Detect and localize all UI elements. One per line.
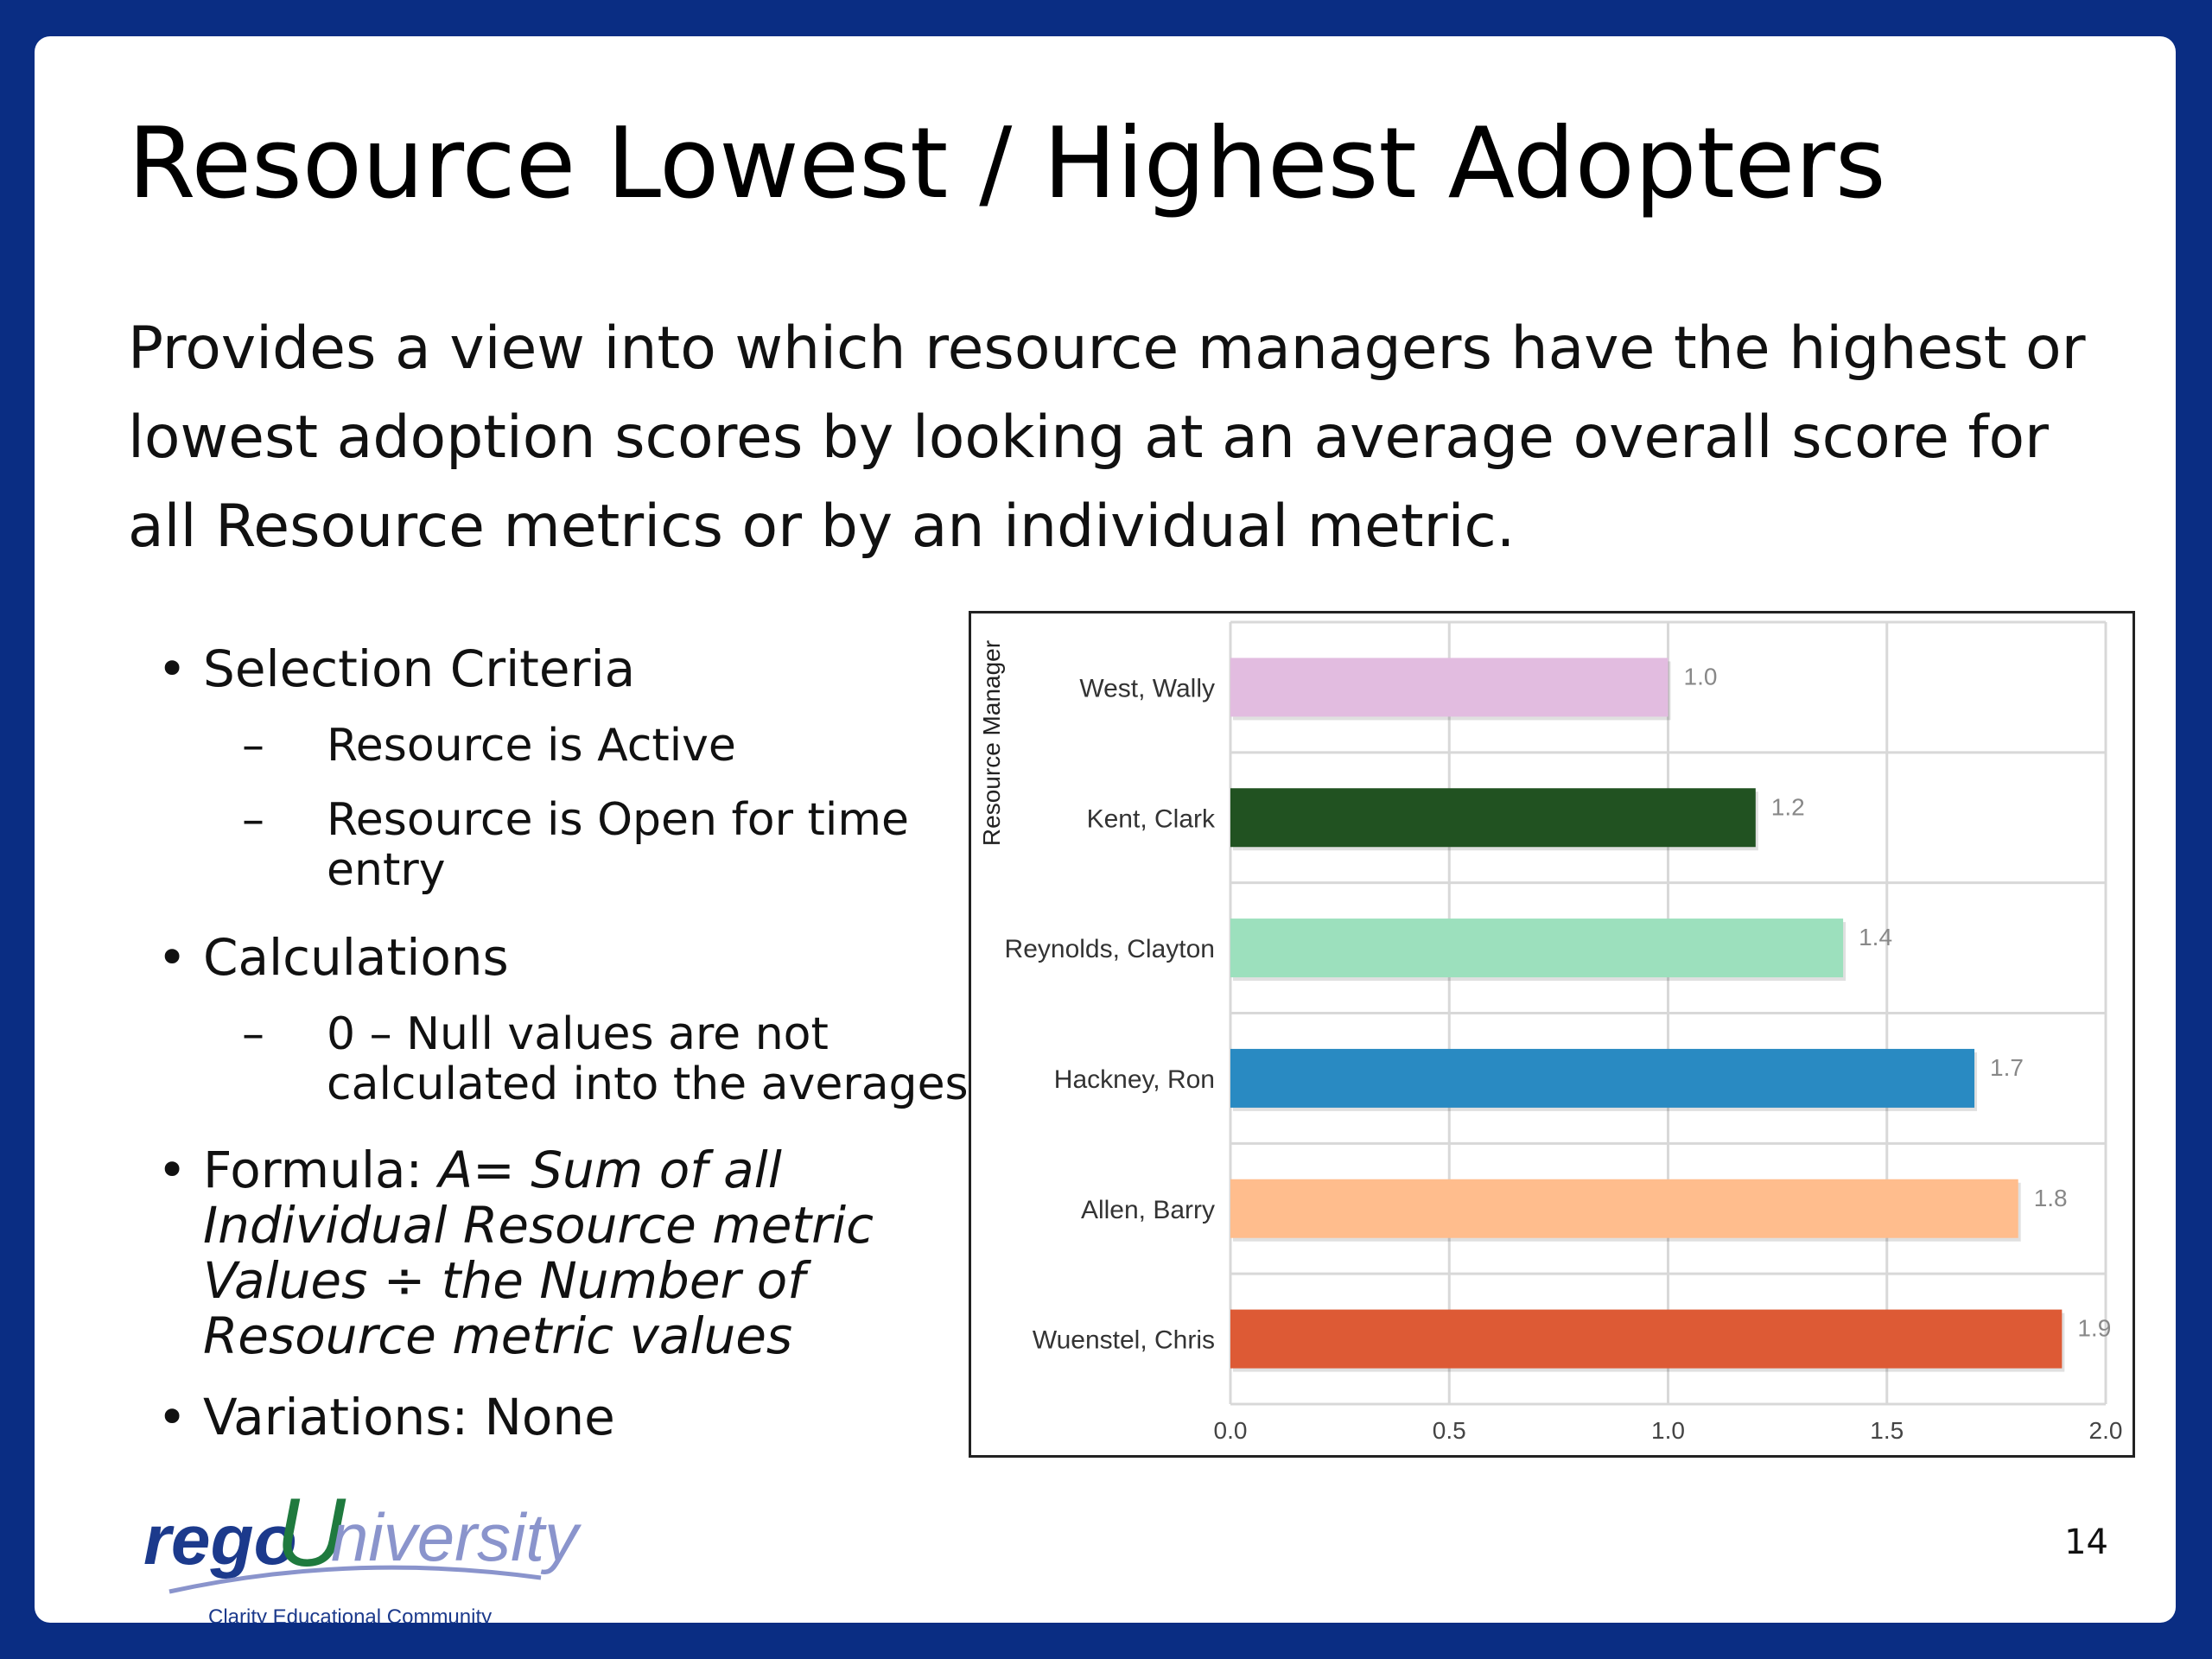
bullet-selection-criteria: Selection Criteria Resource is Active Re… — [128, 641, 975, 895]
bar-value-label: 1.9 — [2077, 1315, 2111, 1342]
formula-prefix: Formula: — [203, 1141, 439, 1199]
x-tick-label: 0.0 — [1214, 1417, 1248, 1444]
bar — [1230, 658, 1669, 716]
bullet-label: Selection Criteria — [203, 639, 635, 698]
sub-bullet-null-values: 0 – Null values are not calculated into … — [128, 1009, 975, 1109]
x-tick-label: 0.5 — [1433, 1417, 1466, 1444]
bar — [1230, 918, 1843, 977]
logo-tagline: Clarity Educational Community — [208, 1605, 492, 1623]
bullet-list: Selection Criteria Resource is Active Re… — [128, 641, 975, 1445]
slide-intro: Provides a view into which resource mana… — [128, 304, 2115, 571]
bar — [1230, 788, 1756, 847]
x-tick-label: 1.0 — [1651, 1417, 1685, 1444]
bullet-variations: Variations: None — [128, 1389, 975, 1445]
slide-title: Resource Lowest / Highest Adopters — [128, 105, 2029, 223]
sub-bullet-list: Resource is Active Resource is Open for … — [203, 721, 975, 895]
bar-chart: 1.0 West, Wally 1.2 Kent, Clark 1.4 Reynolds,… — [969, 611, 2135, 1458]
bar — [1230, 1049, 1974, 1108]
category-label: Kent, Clark — [1087, 804, 1216, 833]
bar-value-label: 1.4 — [1859, 924, 1892, 950]
x-tick-label: 1.5 — [1870, 1417, 1904, 1444]
category-label: Reynolds, Clayton — [1005, 935, 1215, 963]
bullet-label: Calculations — [203, 928, 509, 987]
bar-value-label: 1.0 — [1684, 663, 1718, 690]
category-label: Allen, Barry — [1081, 1196, 1215, 1224]
bar-value-label: 1.8 — [2034, 1185, 2068, 1211]
category-label: Hackney, Ron — [1054, 1065, 1215, 1094]
slide: Resource Lowest / Highest Adopters Provi… — [35, 36, 2176, 1623]
bullet-formula: Formula: A= Sum of all Individual Resour… — [128, 1142, 975, 1363]
sub-bullet-resource-open: Resource is Open for time entry — [128, 795, 975, 895]
bullet-calculations: Calculations 0 – Null values are not cal… — [128, 930, 975, 1109]
logo-niversity-text: niversity — [331, 1499, 582, 1575]
category-label: Wuenstel, Chris — [1033, 1326, 1215, 1355]
rego-university-logo: rego U niversity Clarity Educational Com… — [109, 1455, 593, 1623]
logo-rego-text: rego — [143, 1501, 297, 1580]
page-number: 14 — [2039, 1522, 2108, 1562]
y-axis-title: Resource Manager — [978, 640, 1005, 846]
bar — [1230, 1179, 2018, 1238]
sub-bullet-list: 0 – Null values are not calculated into … — [203, 1009, 975, 1109]
sub-bullet-resource-active: Resource is Active — [128, 721, 975, 771]
category-label: West, Wally — [1079, 674, 1215, 702]
bar-value-label: 1.7 — [1990, 1054, 2024, 1081]
chart-svg: 1.0 West, Wally 1.2 Kent, Clark 1.4 Reynolds,… — [971, 613, 2133, 1455]
bar — [1230, 1310, 2062, 1369]
x-tick-label: 2.0 — [2089, 1417, 2123, 1444]
bar-value-label: 1.2 — [1771, 793, 1805, 820]
